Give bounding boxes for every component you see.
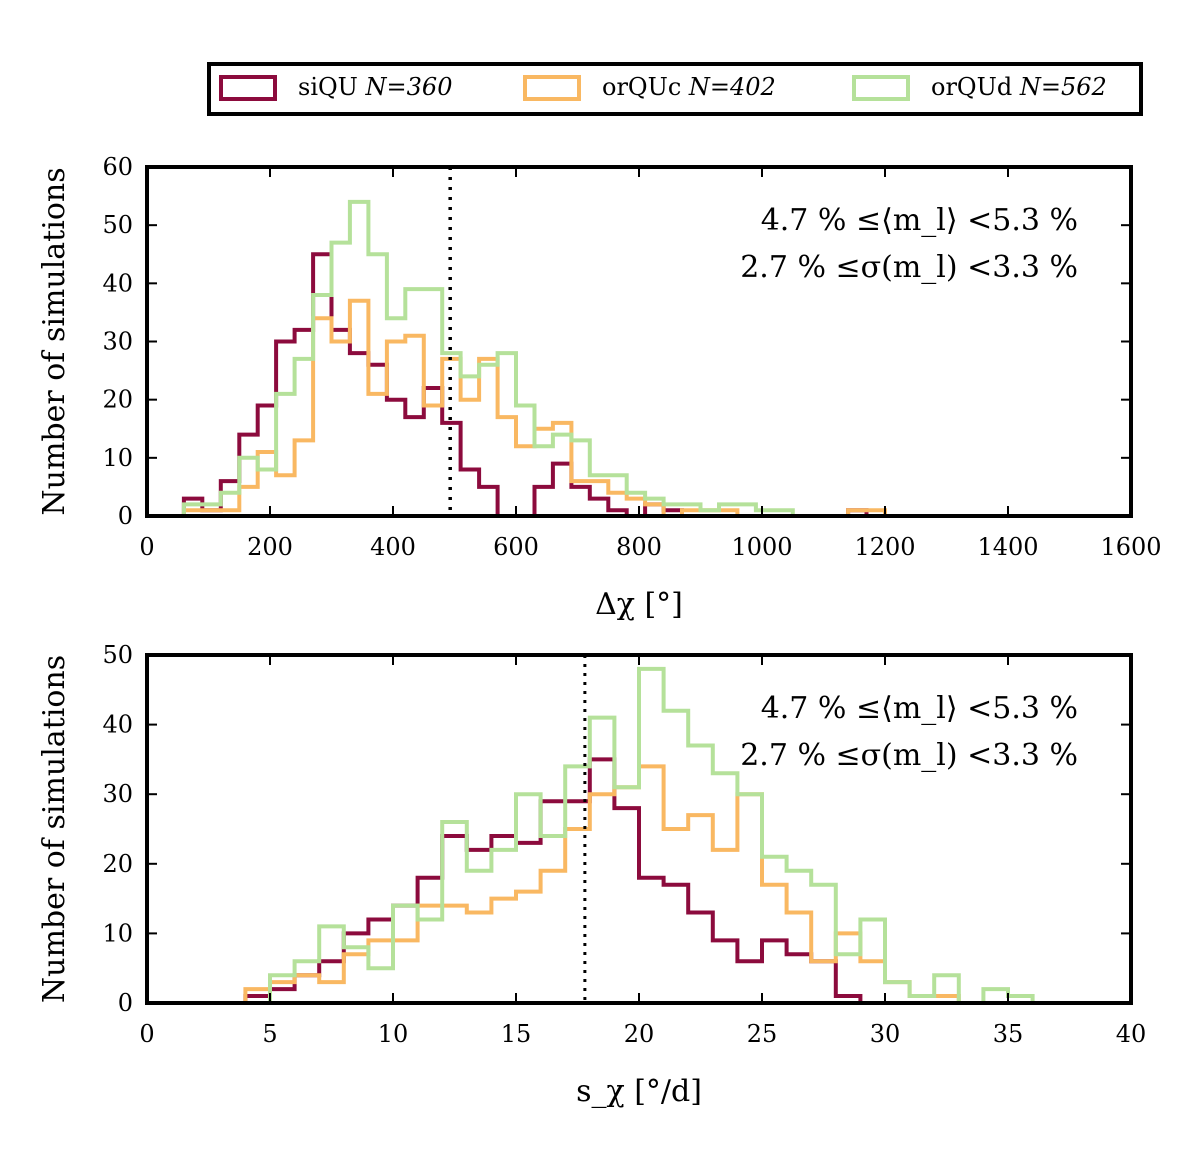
- s-chi-x-tick-label: 0: [139, 1020, 154, 1048]
- s-chi-x-tick-label: 15: [501, 1020, 532, 1048]
- delta-chi-y-tick-label: 40: [102, 269, 133, 297]
- delta-chi-x-tick-label: 600: [493, 533, 539, 561]
- delta-chi-x-tick-label: 400: [370, 533, 416, 561]
- legend-item-orquc: orQUc N=402: [523, 73, 776, 101]
- legend: siQU N=360 orQUc N=402 orQUd N=562: [207, 62, 1143, 116]
- s-chi-y-tick-label: 0: [118, 989, 133, 1017]
- s-chi-x-tick-label: 40: [1116, 1020, 1147, 1048]
- legend-name-siqu: siQU: [298, 73, 358, 101]
- delta-chi-series-orquc: [181, 298, 887, 518]
- s-chi-x-tick-label: 20: [624, 1020, 655, 1048]
- delta-chi-axes-frame: [145, 165, 1133, 518]
- s-chi-x-tick-label: 30: [870, 1020, 901, 1048]
- delta-chi-x-tick-label: 0: [139, 533, 154, 561]
- s-chi-x-tick-label: 35: [993, 1020, 1024, 1048]
- delta-chi-series-layer: [181, 199, 887, 518]
- s-chi-series-layer: [243, 666, 1035, 1005]
- delta-chi-x-tick-label: 200: [247, 533, 293, 561]
- s-chi-x-axis-label: s_χ [°/d]: [576, 1074, 702, 1109]
- delta-chi-x-tick-label: 1200: [854, 533, 915, 561]
- delta-chi-annotation-sigma: 2.7 % ≤σ(m_l) <3.3 %: [740, 250, 1078, 285]
- legend-n-orquc: N=402: [688, 73, 776, 101]
- legend-item-orqud: orQUd N=562: [852, 73, 1107, 101]
- legend-name-orqud: orQUd: [931, 73, 1012, 101]
- s-chi-x-tick-label: 10: [378, 1020, 409, 1048]
- s-chi-y-tick-label: 50: [102, 641, 133, 669]
- s-chi-y-tick-label: 30: [102, 780, 133, 808]
- delta-chi-y-tick-label: 0: [118, 502, 133, 530]
- delta-chi-annotation-mean: 4.7 % ≤⟨m_l⟩ <5.3 %: [761, 203, 1078, 238]
- delta-chi-x-tick-label: 1000: [731, 533, 792, 561]
- s-chi-series-orqud: [245, 666, 1035, 1005]
- delta-chi-y-tick-label: 20: [102, 386, 133, 414]
- delta-chi-x-axis-label: Δχ [°]: [595, 587, 683, 622]
- delta-chi-y-tick-label: 10: [102, 444, 133, 472]
- s-chi-y-tick-label: 20: [102, 850, 133, 878]
- s-chi-annotation-sigma: 2.7 % ≤σ(m_l) <3.3 %: [740, 738, 1078, 773]
- delta-chi-x-tick-label: 1600: [1100, 533, 1161, 561]
- s-chi-series-orquc: [243, 764, 1033, 1005]
- delta-chi-x-tick-label: 1400: [977, 533, 1038, 561]
- delta-chi-y-tick-label: 60: [102, 153, 133, 181]
- s-chi-x-tick-label: 25: [747, 1020, 778, 1048]
- legend-item-siqu: siQU N=360: [219, 73, 452, 101]
- legend-swatch-orquc: [523, 75, 581, 101]
- delta-chi-ticks: 0 200 400 600 800 1000 1200 1400 1600 0 10 20 30 40 50…: [102, 153, 1161, 561]
- delta-chi-y-axis-label: Number of simulations: [37, 167, 72, 515]
- legend-frame: [207, 62, 1143, 116]
- s-chi-series-siqu: [243, 757, 1033, 1005]
- s-chi-annotation-mean: 4.7 % ≤⟨m_l⟩ <5.3 %: [761, 691, 1078, 726]
- legend-n-siqu: N=360: [365, 73, 453, 101]
- legend-label-siqu: siQU N=360: [298, 73, 452, 101]
- s-chi-x-tick-label: 5: [262, 1020, 277, 1048]
- legend-n-orqud: N=562: [1019, 73, 1107, 101]
- delta-chi-histogram-panel: 0 200 400 600 800 1000 1200 1400 1600 0 10 20 30 40 50…: [37, 153, 1162, 622]
- s-chi-y-tick-label: 10: [102, 919, 133, 947]
- s-chi-y-tick-label: 40: [102, 711, 133, 739]
- s-chi-y-axis-label: Number of simulations: [37, 655, 72, 1003]
- delta-chi-y-tick-label: 50: [102, 211, 133, 239]
- s-chi-axes-frame: [145, 653, 1133, 1005]
- legend-swatch-orqud: [852, 75, 910, 101]
- legend-label-orquc: orQUc N=402: [602, 73, 776, 101]
- legend-label-orqud: orQUd N=562: [931, 73, 1107, 101]
- s-chi-histogram-panel: 0 5 10 15 20 25 30 35 40 0 10 20 30 40 50 4.7 % ≤⟨m_l⟩…: [37, 641, 1146, 1109]
- delta-chi-x-tick-label: 800: [616, 533, 662, 561]
- legend-swatch-siqu: [219, 75, 277, 101]
- delta-chi-y-tick-label: 30: [102, 328, 133, 356]
- delta-chi-series-orqud: [181, 199, 885, 518]
- legend-name-orquc: orQUc: [602, 73, 681, 101]
